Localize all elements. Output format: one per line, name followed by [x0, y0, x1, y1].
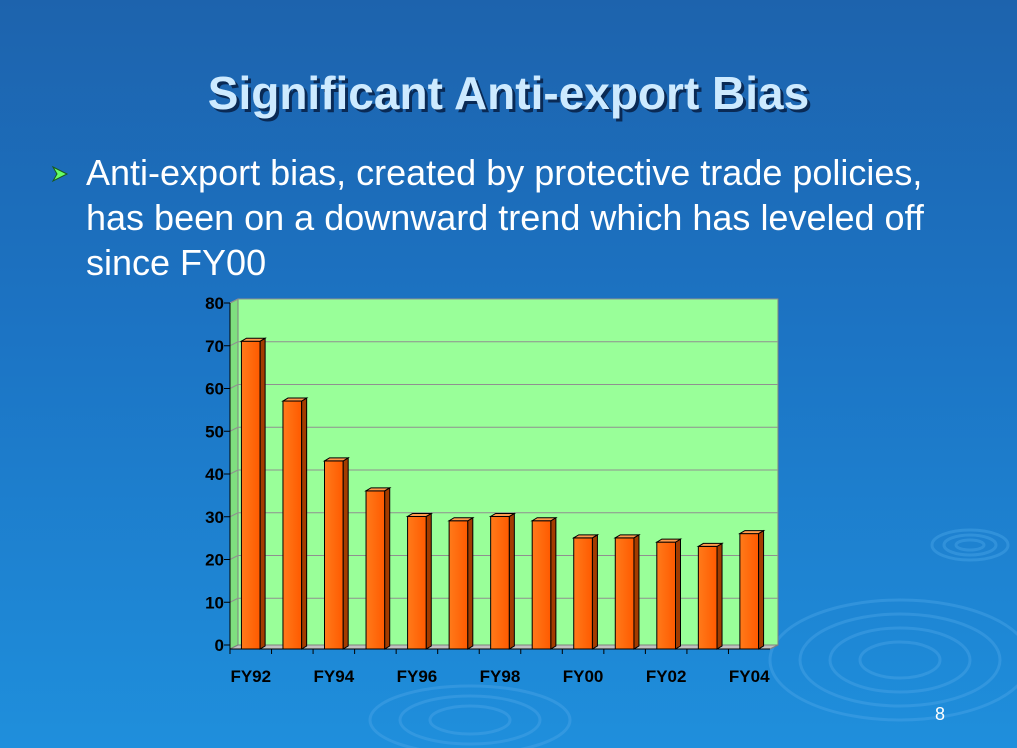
- y-tick-label: 70: [205, 337, 224, 356]
- gridline-side: [229, 512, 239, 518]
- bar-side: [425, 512, 432, 650]
- gridline-side: [229, 426, 239, 432]
- slide-title: Significant Anti-export Bias: [207, 67, 810, 119]
- bar-side: [758, 529, 765, 650]
- bar-top: [322, 457, 350, 462]
- bar-top: [655, 538, 683, 543]
- x-tick-labels: FY92 FY94 FY96 FY98 FY00 FY02 FY04: [229, 649, 770, 686]
- plot-side-wall: [229, 298, 239, 650]
- bar-top: [696, 542, 724, 547]
- x-tick-label: FY92: [230, 667, 271, 686]
- bar-FY02: [655, 538, 683, 650]
- bar-side: [508, 512, 515, 650]
- bar-side: [259, 337, 266, 650]
- y-tick-label: 40: [205, 465, 224, 484]
- gridline-side: [229, 341, 239, 347]
- bars: [239, 337, 766, 650]
- y-tick-label: 80: [205, 294, 224, 313]
- bar-front: [656, 541, 676, 650]
- arrow-bullet-icon: [51, 165, 69, 183]
- bar-front: [448, 520, 469, 650]
- bar-side: [550, 516, 557, 650]
- bar-top: [239, 337, 267, 342]
- bar-front: [240, 340, 261, 650]
- bar-side: [467, 516, 474, 650]
- bar-side: [675, 538, 681, 650]
- bar-FY96: [405, 512, 434, 650]
- x-tick-label: FY00: [563, 667, 604, 686]
- y-tick-labels: 0 10 20 30 40 50 60 70 80: [205, 294, 230, 655]
- gridline-side: [229, 469, 239, 475]
- bar-front: [365, 490, 386, 650]
- bar-front: [614, 537, 635, 650]
- bar-top: [738, 530, 766, 535]
- bar-side: [301, 397, 308, 650]
- y-tick-label: 50: [205, 422, 224, 441]
- bar-FY98: [488, 512, 517, 650]
- axes: [229, 303, 770, 650]
- bar-top: [405, 512, 434, 517]
- bar-FY00: [571, 533, 600, 650]
- bar-top: [530, 517, 558, 522]
- bar-FY93: [281, 397, 309, 650]
- bar-front: [407, 515, 427, 650]
- bar-front: [490, 515, 510, 650]
- bar-front: [573, 537, 593, 650]
- bar-FY92: [239, 337, 267, 650]
- slide-number: 8: [935, 704, 946, 724]
- bar-front: [697, 545, 718, 650]
- bar-FY04: [738, 529, 766, 650]
- x-tick-label: FY96: [397, 667, 438, 686]
- bar-top: [571, 534, 600, 539]
- bar-front: [739, 533, 760, 650]
- bar-FY95: [364, 486, 392, 650]
- bar-side: [591, 533, 598, 650]
- bar-FY94: [322, 457, 350, 650]
- gridline-side: [229, 555, 239, 560]
- x-tick-label: FY94: [314, 667, 355, 686]
- gridline-side: [229, 298, 239, 304]
- bar-top: [613, 534, 641, 539]
- y-tick-label: 0: [215, 636, 224, 655]
- y-tick-label: 30: [205, 508, 224, 527]
- bar-side: [716, 542, 723, 650]
- bullet-text: Anti-export bias, created by protective …: [86, 152, 924, 283]
- x-tick-label: FY98: [480, 667, 521, 686]
- bar-top: [364, 487, 392, 492]
- bar-side: [633, 533, 640, 650]
- bar-top: [488, 512, 517, 517]
- gridline-side: [229, 597, 239, 603]
- bar-FY99: [530, 516, 558, 650]
- gridline-side: [229, 384, 239, 389]
- y-tick-label: 20: [205, 551, 224, 570]
- bar-side: [384, 486, 391, 650]
- bar-front: [531, 520, 552, 650]
- x-tick-label: FY02: [646, 667, 687, 686]
- bar-FY97: [447, 516, 475, 650]
- y-tick-label: 60: [205, 380, 224, 399]
- bar-FY01: [613, 533, 641, 650]
- bar-top: [447, 517, 475, 522]
- bar-front: [324, 460, 344, 650]
- y-tick-label: 10: [205, 593, 224, 612]
- bar-FY03: [696, 542, 724, 650]
- bar-side: [342, 457, 349, 650]
- bar-front: [282, 400, 303, 650]
- x-tick-label: FY04: [729, 667, 770, 686]
- bar-top: [281, 397, 309, 402]
